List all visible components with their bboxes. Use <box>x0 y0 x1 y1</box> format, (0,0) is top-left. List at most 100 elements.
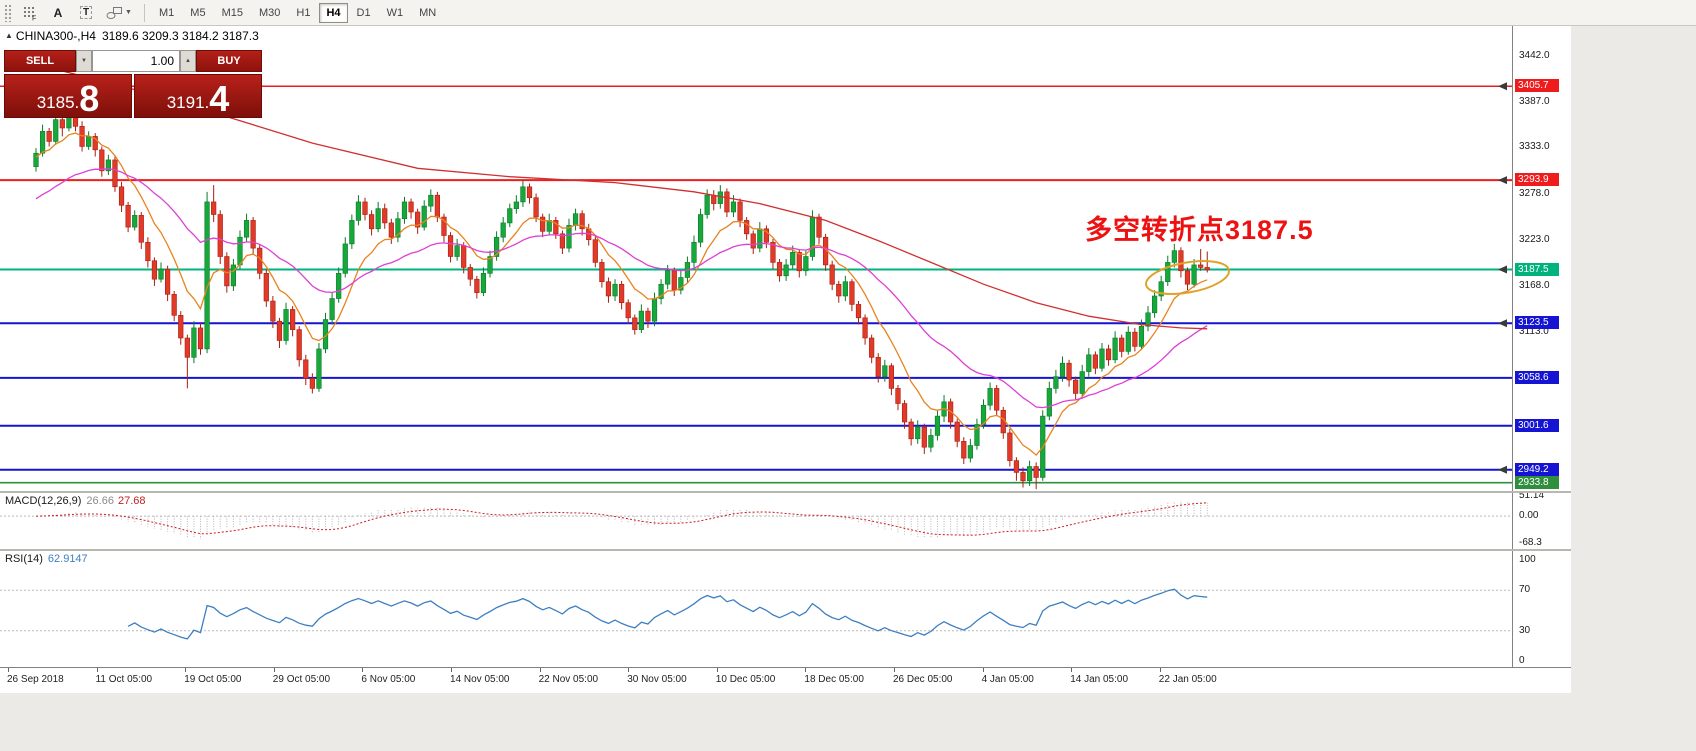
price-tag-3405.7: 3405.7 <box>1515 79 1559 93</box>
macd-histogram <box>42 500 1208 540</box>
panel-splitter[interactable] <box>0 491 1571 493</box>
volume-input[interactable] <box>92 50 180 72</box>
time-label: 22 Jan 05:00 <box>1158 674 1217 685</box>
time-axis[interactable]: 26 Sep 2018 11 Oct 05:00 19 Oct 05:00 29 Oc… <box>0 667 1571 693</box>
price-tag-3001.6: 3001.6 <box>1515 418 1559 432</box>
time-label: 14 Nov 05:00 <box>450 674 510 685</box>
price-axis-tick: 3442.0 <box>1519 49 1550 61</box>
chart-header: ▲ CHINA300-,H4 3189.6 3209.3 3184.2 3187.3 <box>5 29 259 43</box>
timeframe-button-H4[interactable]: H4 <box>319 2 348 23</box>
timeframe-button-M15[interactable]: M15 <box>221 6 243 19</box>
shapes-tool-icon[interactable]: ▼ <box>101 2 137 24</box>
time-label: 14 Jan 05:00 <box>1070 674 1129 685</box>
rsi-line <box>127 588 1208 640</box>
timeframe-button-M30[interactable]: M30 <box>258 6 281 19</box>
ma-line-fast <box>35 132 1208 457</box>
toolbar-grip[interactable] <box>4 3 12 22</box>
macd-canvas[interactable] <box>0 493 1512 549</box>
time-label: 10 Dec 05:00 <box>715 674 776 685</box>
macd-name: MACD(12,26,9) <box>5 495 82 507</box>
line-marker-icon <box>1498 265 1507 274</box>
chart-annotation-text[interactable]: 多空转折点3187.5 <box>1085 215 1314 245</box>
dots-grid-glyph: F <box>24 6 36 21</box>
panel-splitter[interactable] <box>0 549 1571 551</box>
one-click-trade-panel: SELL ▼ ▲ BUY 3185.8 3191.4 <box>4 50 262 118</box>
timeframe-button-D1[interactable]: D1 <box>356 6 371 19</box>
price-tag-3293.9: 3293.9 <box>1515 173 1559 187</box>
time-label: 29 Oct 05:00 <box>272 674 331 685</box>
rsi-axis-tick: 100 <box>1519 554 1536 565</box>
timeframe-button-H1[interactable]: H1 <box>296 6 311 19</box>
text-tool-icon[interactable]: T <box>73 2 99 24</box>
time-tick <box>273 668 275 672</box>
time-label: 4 Jan 05:00 <box>981 674 1034 685</box>
chart-window: ▲ CHINA300-,H4 3189.6 3209.3 3184.2 3187.3… <box>0 26 1571 693</box>
time-tick <box>96 668 98 672</box>
sell-price-big-digit: 8 <box>79 78 100 120</box>
timeframe-button-W1[interactable]: W1 <box>386 6 404 19</box>
time-tick <box>8 668 9 672</box>
time-tick <box>982 668 984 672</box>
ma-line-medium <box>35 168 1208 409</box>
rsi-panel[interactable]: RSI(14) 62.9147 <box>0 551 1512 667</box>
sell-price-button[interactable]: 3185. 8 <box>4 74 132 118</box>
text-label-tool-icon[interactable]: A <box>53 5 63 20</box>
price-axis[interactable]: 3442.0 3387.0 3333.0 3278.0 3223.0 3168.0 3113… <box>1512 26 1571 667</box>
time-tick <box>362 668 364 672</box>
macd-panel[interactable]: MACD(12,26,9) 26.66 27.68 <box>0 493 1512 549</box>
line-marker-icon <box>1498 319 1507 328</box>
timeframe-button-M1[interactable]: M1 <box>159 6 175 19</box>
macd-axis-tick: 51.14 <box>1519 490 1545 502</box>
line-marker-icon <box>1498 176 1507 185</box>
time-label: 11 Oct 05:00 <box>95 674 153 685</box>
price-chart-canvas[interactable] <box>0 26 1512 491</box>
sell-button[interactable]: SELL <box>4 50 76 72</box>
buy-price-main: 3191. <box>166 93 210 112</box>
time-label: 26 Sep 2018 <box>7 674 64 685</box>
symbol-marker-icon: ▲ <box>5 31 13 40</box>
highlight-ellipse[interactable] <box>1144 255 1232 299</box>
price-axis-tick: 3387.0 <box>1519 95 1550 107</box>
price-axis-tick: 3223.0 <box>1519 233 1550 245</box>
time-tick <box>1071 668 1073 672</box>
rsi-axis-tick: 30 <box>1519 624 1531 636</box>
rsi-canvas[interactable] <box>0 551 1512 667</box>
price-axis-tick: 3333.0 <box>1519 141 1550 153</box>
timeframe-button-MN[interactable]: MN <box>419 6 437 19</box>
buy-price-big-digit: 4 <box>209 78 230 120</box>
timeframe-button-M5[interactable]: M5 <box>190 6 206 19</box>
time-tick <box>185 668 187 672</box>
time-label: 30 Nov 05:00 <box>627 674 687 685</box>
price-axis-tick: 3113.0 <box>1519 326 1549 338</box>
rsi-value: 62.9147 <box>47 553 88 565</box>
rsi-label: RSI(14) 62.9147 <box>5 553 88 565</box>
main-toolbar: F A T ▼ M1 M5 M15 M30 H1 H4 D1 W1 MN <box>0 0 1696 26</box>
time-tick <box>716 668 718 672</box>
main-chart-area[interactable]: ▲ CHINA300-,H4 3189.6 3209.3 3184.2 3187.3… <box>0 26 1512 491</box>
sell-price-main: 3185. <box>36 93 80 112</box>
buy-price-button[interactable]: 3191. 4 <box>134 74 262 118</box>
price-axis-tick: 3168.0 <box>1519 279 1550 291</box>
time-tick <box>805 668 807 672</box>
volume-dropdown-icon[interactable]: ▼ <box>76 50 92 72</box>
time-label: 6 Nov 05:00 <box>361 674 416 685</box>
price-tag-2933.8: 2933.8 <box>1515 475 1559 489</box>
macd-label: MACD(12,26,9) 26.66 27.68 <box>5 495 145 507</box>
macd-signal-line <box>35 502 1208 536</box>
toolbar-separator <box>144 3 145 22</box>
line-marker-icon <box>1498 465 1507 474</box>
price-axis-tick: 3278.0 <box>1519 187 1550 199</box>
macd-axis-tick: -68.3 <box>1519 536 1542 548</box>
time-label: 26 Dec 05:00 <box>893 674 953 685</box>
buy-button[interactable]: BUY <box>196 50 262 72</box>
volume-up-icon[interactable]: ▲ <box>180 50 196 72</box>
price-tag-2949.2: 2949.2 <box>1515 462 1559 476</box>
dots-grid-f-icon[interactable]: F <box>17 2 43 24</box>
dropdown-arrow-icon: ▼ <box>125 9 132 16</box>
ohlc-values: 3189.6 3209.3 3184.2 3187.3 <box>101 29 259 43</box>
price-tag-3058.6: 3058.6 <box>1515 370 1559 384</box>
timeframe-group: M1 M5 M15 M30 H1 H4 D1 W1 MN <box>151 2 444 23</box>
macd-axis-tick: 0.00 <box>1519 510 1539 522</box>
symbol-label: CHINA300-,H4 <box>15 29 96 43</box>
